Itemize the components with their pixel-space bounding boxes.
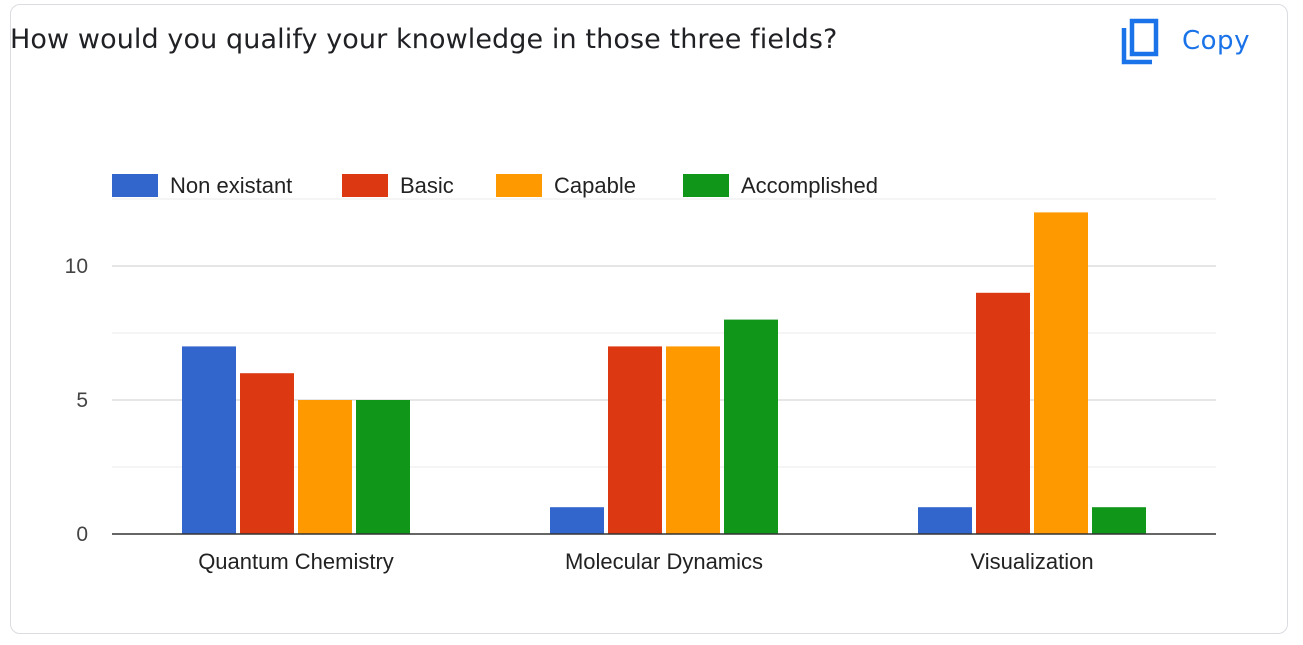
chart-title: How would you qualify your knowledge in … (10, 24, 838, 55)
bar-3-0 (356, 400, 410, 534)
bar-1-1 (608, 346, 662, 534)
x-tick-label: Quantum Chemistry (198, 549, 394, 574)
bar-3-2 (1092, 507, 1146, 534)
x-tick-label: Visualization (970, 549, 1093, 574)
legend-swatch-3 (683, 174, 729, 197)
y-tick-label: 0 (76, 523, 88, 546)
legend-label-0: Non existant (170, 173, 292, 198)
legend-label-2: Capable (554, 173, 636, 198)
y-tick-label: 10 (65, 255, 88, 278)
bar-2-2 (1034, 212, 1088, 534)
x-tick-label: Molecular Dynamics (565, 549, 763, 574)
copy-label: Copy (1182, 26, 1250, 56)
bar-0-0 (182, 346, 236, 534)
bar-3-1 (724, 319, 778, 534)
bar-0-1 (550, 507, 604, 534)
legend-swatch-1 (342, 174, 388, 197)
bar-1-2 (976, 292, 1030, 534)
bar-1-0 (240, 373, 294, 534)
legend-swatch-2 (496, 174, 542, 197)
bar-2-1 (666, 346, 720, 534)
y-tick-label: 5 (76, 389, 88, 412)
legend-swatch-0 (112, 174, 158, 197)
copy-icon (1118, 16, 1162, 66)
bar-0-2 (918, 507, 972, 534)
legend-label-3: Accomplished (741, 173, 878, 198)
copy-button[interactable]: Copy (1118, 14, 1268, 68)
legend-label-1: Basic (400, 173, 454, 198)
bar-2-0 (298, 400, 352, 534)
